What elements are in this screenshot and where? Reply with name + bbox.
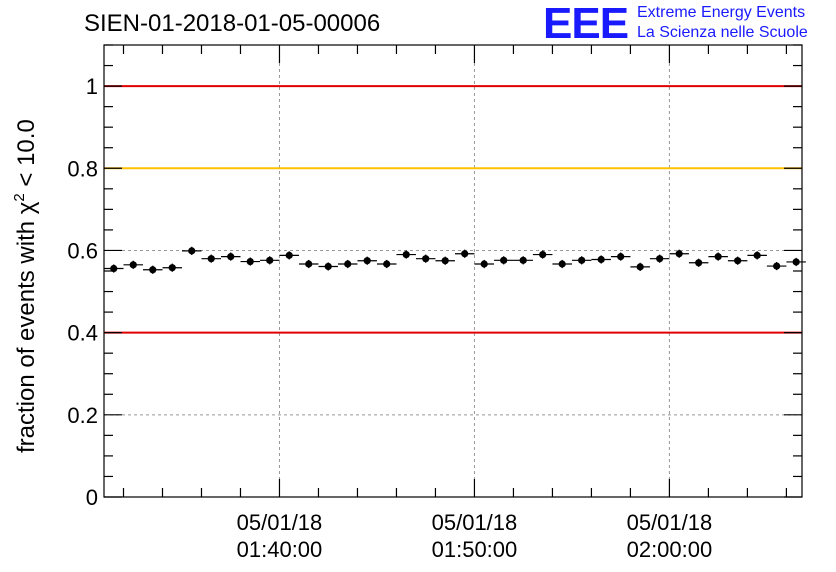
plot-frame xyxy=(103,44,803,498)
reference-lines xyxy=(104,85,802,334)
eee-logo: EEE xyxy=(543,0,629,48)
logo-line-2: La Scienza nelle Scuole xyxy=(637,24,808,41)
data-point xyxy=(266,256,274,264)
data-point xyxy=(129,261,137,269)
data-point xyxy=(500,256,508,264)
data-point xyxy=(695,259,703,267)
y-tick-label: 1 xyxy=(86,74,98,99)
data-point xyxy=(617,253,625,261)
x-tick-label-date: 05/01/18 xyxy=(432,510,518,535)
data-point xyxy=(246,257,254,266)
data-point xyxy=(207,255,215,263)
data-point xyxy=(149,266,157,274)
x-tick-label-time: 01:50:00 xyxy=(432,537,518,562)
data-point xyxy=(110,264,118,273)
logo-line-1: Extreme Energy Events xyxy=(637,4,806,21)
data-point xyxy=(539,250,547,259)
data-point xyxy=(792,258,800,266)
data-layer xyxy=(104,246,806,274)
data-point xyxy=(422,255,430,263)
data-point xyxy=(753,251,761,259)
data-point xyxy=(558,260,566,268)
data-point xyxy=(383,260,391,268)
data-point xyxy=(714,253,722,261)
data-point xyxy=(363,257,371,265)
x-tick-label-time: 02:00:00 xyxy=(627,537,713,562)
data-point xyxy=(188,247,196,255)
y-tick-label: 0.2 xyxy=(67,403,98,428)
data-point xyxy=(675,250,683,258)
grid-layer xyxy=(104,45,802,497)
data-point xyxy=(305,260,313,268)
tick-layer xyxy=(104,44,802,498)
x-tick-label-date: 05/01/18 xyxy=(627,510,713,535)
data-point xyxy=(578,256,586,264)
y-axis-label: fraction of events with χ2 < 10.0 xyxy=(11,119,40,453)
y-tick-label: 0.8 xyxy=(67,156,98,181)
data-point xyxy=(480,260,488,268)
data-point xyxy=(656,255,664,263)
label-layer: 00.20.40.60.8105/01/1801:40:0005/01/1801… xyxy=(67,74,712,562)
data-point xyxy=(441,257,449,265)
x-tick-label-date: 05/01/18 xyxy=(237,510,323,535)
y-tick-label: 0.4 xyxy=(67,321,98,346)
data-point xyxy=(519,256,527,264)
chart-title: SIEN-01-2018-01-05-00006 xyxy=(84,10,381,37)
data-point xyxy=(597,255,605,264)
data-point xyxy=(285,251,293,259)
x-tick-label-time: 01:40:00 xyxy=(237,537,323,562)
y-tick-label: 0 xyxy=(86,485,98,510)
y-tick-label: 0.6 xyxy=(67,238,98,263)
data-point xyxy=(461,250,469,258)
data-point xyxy=(344,260,352,268)
data-point xyxy=(734,257,742,265)
data-point xyxy=(773,262,781,270)
data-point xyxy=(227,253,235,261)
data-point xyxy=(402,250,410,259)
data-point xyxy=(168,264,176,272)
data-point xyxy=(324,262,332,271)
data-point xyxy=(636,263,644,271)
